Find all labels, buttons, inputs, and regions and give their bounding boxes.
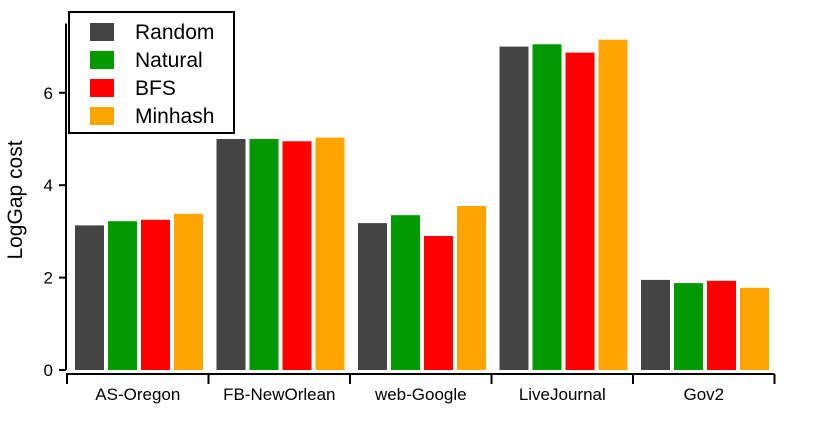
bar-random-web-google: [358, 223, 387, 370]
x-category-label: FB-NewOrlean: [223, 385, 335, 404]
bar-natural-fb-neworlean: [249, 139, 279, 370]
x-category-label: AS-Oregon: [95, 385, 180, 404]
bar-natural-web-google: [391, 215, 420, 370]
bar-natural-as-oregon: [108, 221, 137, 370]
legend-swatch-bfs: [90, 79, 114, 97]
legend-swatch-random: [90, 23, 114, 41]
y-tick-label: 6: [44, 84, 53, 103]
legend: Random Natural BFS Minhash: [68, 11, 235, 134]
legend-label-natural: Natural: [135, 49, 203, 72]
bar-bfs-as-oregon: [141, 219, 170, 370]
x-category-label: Gov2: [683, 385, 724, 404]
bar-minhash-gov2: [740, 287, 769, 370]
bar-minhash-fb-neworlean: [315, 137, 345, 370]
bar-natural-livejournal: [532, 44, 562, 371]
x-category-label: web-Google: [374, 385, 467, 404]
y-tick-label: 4: [44, 176, 53, 195]
legend-swatch-natural: [90, 51, 114, 69]
bar-minhash-web-google: [457, 206, 486, 370]
legend-label-bfs: BFS: [135, 77, 176, 100]
bar-bfs-livejournal: [565, 52, 595, 370]
bar-bfs-fb-neworlean: [282, 141, 312, 370]
bar-random-fb-neworlean: [216, 139, 246, 370]
bar-bfs-gov2: [707, 280, 736, 370]
bar-minhash-livejournal: [598, 39, 628, 370]
bars-group: [75, 39, 769, 371]
x-axis: AS-Oregon FB-NewOrlean web-Google LiveJourn…: [66, 373, 776, 404]
bar-bfs-web-google: [424, 236, 453, 370]
y-axis: 0 2 4 6: [44, 23, 67, 380]
y-axis-title: LogGap cost: [4, 140, 27, 259]
bar-natural-gov2: [674, 283, 703, 370]
x-category-label: LiveJournal: [519, 385, 606, 404]
bar-minhash-as-oregon: [174, 213, 203, 370]
legend-label-minhash: Minhash: [135, 105, 214, 128]
bar-random-gov2: [641, 279, 670, 370]
bar-random-livejournal: [499, 46, 529, 370]
legend-swatch-minhash: [90, 107, 114, 125]
bar-random-as-oregon: [75, 225, 104, 370]
y-tick-label: 0: [44, 361, 53, 380]
y-tick-label: 2: [44, 269, 53, 288]
legend-label-random: Random: [135, 21, 214, 44]
